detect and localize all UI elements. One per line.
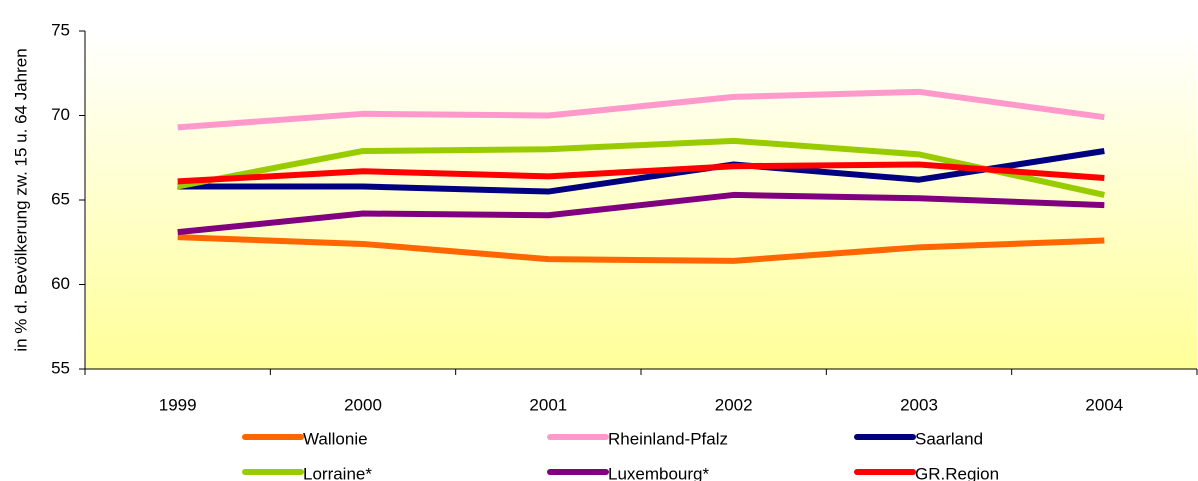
- legend-label: Wallonie: [303, 429, 368, 448]
- series-line: [177, 234, 1105, 264]
- x-tick-label: 2001: [529, 395, 567, 414]
- legend-label: Luxembourg*: [608, 464, 710, 481]
- y-tick-label: 55: [51, 358, 70, 377]
- x-tick-label: 2004: [1085, 395, 1123, 414]
- legend-label: GR.Region: [915, 464, 999, 481]
- x-tick-label: 2002: [715, 395, 753, 414]
- series-line: [177, 137, 1105, 198]
- x-tick-label: 2000: [344, 395, 382, 414]
- legend-label: Rheinland-Pfalz: [608, 429, 728, 448]
- series-line: [177, 161, 1105, 185]
- y-axis-label: in % d. Bevölkerung zw. 15 u. 64 Jahren: [11, 48, 30, 351]
- series-line: [177, 191, 1105, 236]
- legend-label: Saarland: [915, 429, 983, 448]
- x-tick-label: 1999: [159, 395, 197, 414]
- legend-label: Lorraine*: [303, 464, 372, 481]
- y-tick-label: 70: [51, 105, 70, 124]
- y-tick-label: 65: [51, 189, 70, 208]
- y-tick-label: 75: [51, 20, 70, 39]
- y-tick-label: 60: [51, 274, 70, 293]
- series-line: [177, 88, 1105, 131]
- series-line: [177, 148, 1105, 195]
- x-tick-label: 2003: [900, 395, 938, 414]
